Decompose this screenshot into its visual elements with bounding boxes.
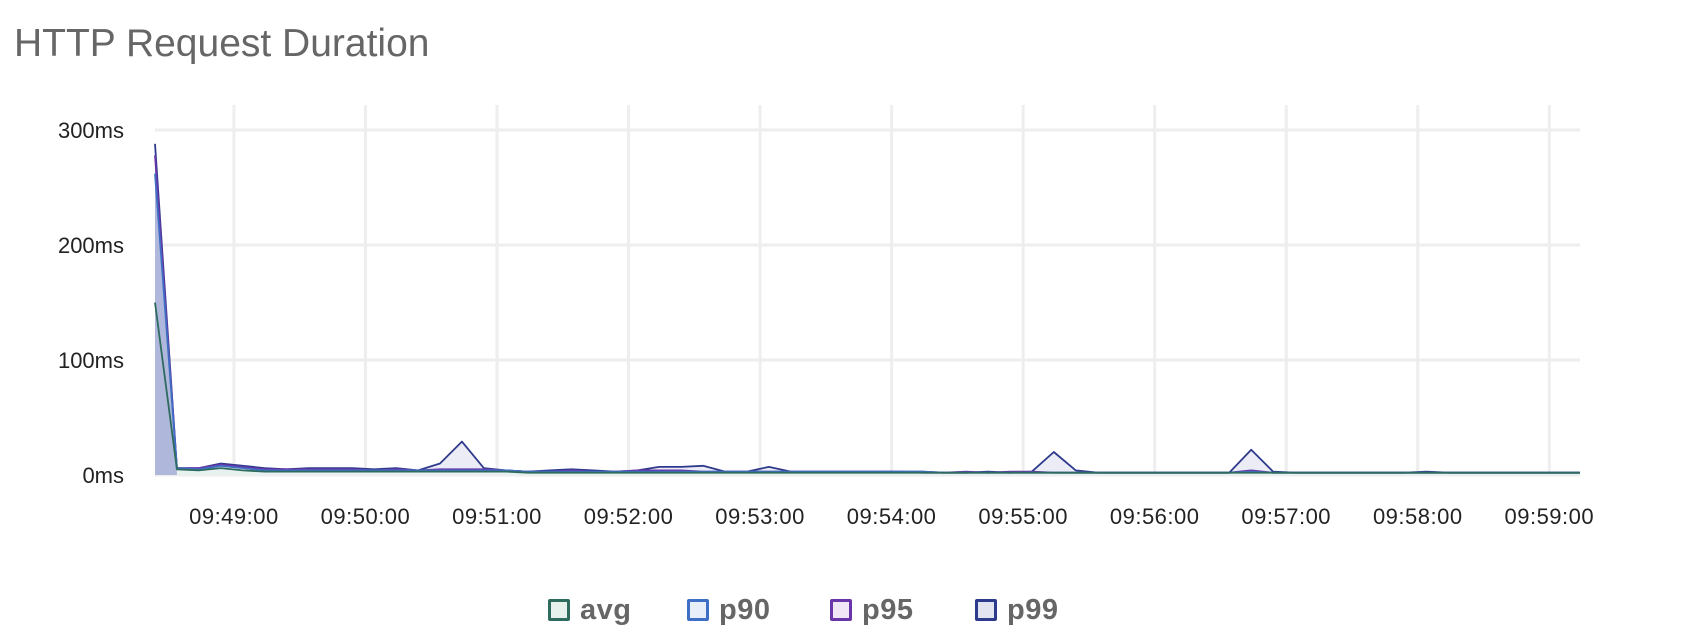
y-tick-label: 200ms bbox=[58, 233, 124, 258]
chart-series bbox=[154, 143, 1580, 476]
legend-item-avg[interactable]: avg bbox=[548, 588, 631, 632]
x-tick-label: 09:58:00 bbox=[1373, 504, 1463, 529]
legend-item-p95[interactable]: p95 bbox=[830, 588, 913, 632]
series-area-p95 bbox=[155, 155, 1580, 476]
y-axis-labels: 0ms 100ms 200ms 300ms bbox=[58, 118, 124, 488]
legend-label: p90 bbox=[719, 593, 771, 626]
legend-item-p90[interactable]: p90 bbox=[687, 588, 770, 632]
legend-swatch bbox=[548, 599, 570, 621]
chart-title: HTTP Request Duration bbox=[14, 22, 430, 65]
x-tick-label: 09:55:00 bbox=[978, 504, 1068, 529]
series-area-p90 bbox=[155, 173, 1580, 475]
y-tick-label: 300ms bbox=[58, 118, 124, 143]
legend-swatch bbox=[975, 599, 997, 621]
x-tick-label: 09:52:00 bbox=[584, 504, 674, 529]
chart-plot: 0ms 100ms 200ms 300ms 09:49:00 09:50:00 09:51… bbox=[58, 105, 1594, 529]
x-tick-label: 09:50:00 bbox=[321, 504, 411, 529]
x-tick-label: 09:56:00 bbox=[1110, 504, 1200, 529]
chart-grid bbox=[155, 105, 1580, 477]
x-tick-label: 09:54:00 bbox=[847, 504, 937, 529]
y-tick-label: 100ms bbox=[58, 348, 124, 373]
series-area-avg bbox=[155, 302, 1580, 475]
legend-label: p99 bbox=[1007, 593, 1059, 626]
x-tick-label: 09:59:00 bbox=[1504, 504, 1594, 529]
x-tick-label: 09:49:00 bbox=[189, 504, 279, 529]
legend-item-p99[interactable]: p99 bbox=[975, 588, 1058, 632]
series-line-avg bbox=[154, 302, 1580, 474]
x-axis-labels: 09:49:00 09:50:00 09:51:00 09:52:00 09:53:00… bbox=[189, 504, 1594, 529]
series-line-p99 bbox=[154, 143, 1580, 474]
series-line-p95 bbox=[154, 155, 1580, 474]
x-tick-label: 09:57:00 bbox=[1241, 504, 1331, 529]
chart-legend: avg p90 p95 p99 bbox=[0, 588, 1708, 632]
legend-swatch bbox=[830, 599, 852, 621]
series-line-p90 bbox=[154, 173, 1580, 474]
x-tick-label: 09:53:00 bbox=[715, 504, 805, 529]
y-tick-label: 0ms bbox=[82, 463, 124, 488]
series-area-p99 bbox=[155, 143, 1580, 476]
legend-label: avg bbox=[580, 593, 632, 626]
legend-swatch bbox=[687, 599, 709, 621]
x-tick-label: 09:51:00 bbox=[452, 504, 542, 529]
legend-label: p95 bbox=[862, 593, 914, 626]
